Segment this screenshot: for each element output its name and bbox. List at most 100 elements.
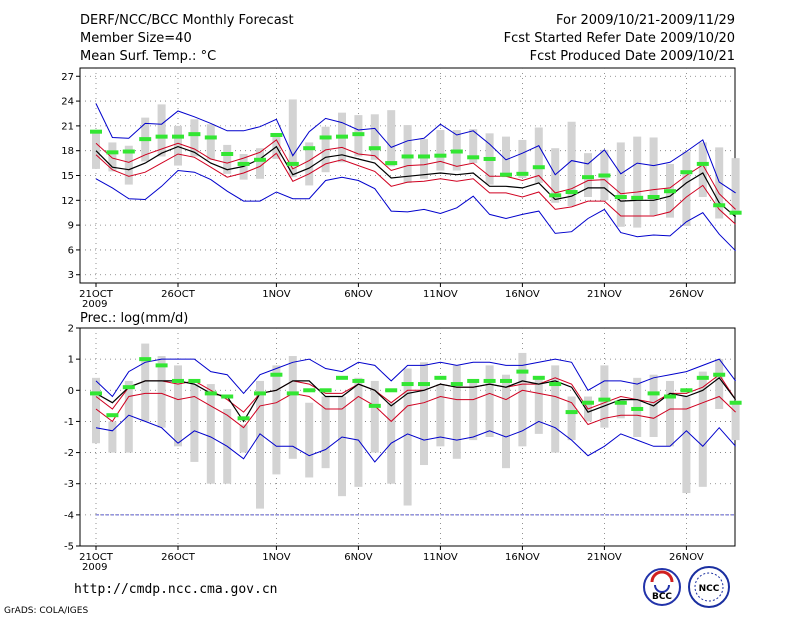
obs-marker [352, 132, 365, 137]
y-tick-label: 3 [68, 270, 74, 281]
obs-marker [598, 397, 611, 402]
x-tick-label: 21OCT [79, 552, 114, 563]
forecast-produced-date: Fcst Produced Date 2009/10/21 [530, 49, 735, 64]
ensemble-box [272, 365, 281, 475]
x-tick-label: 16NOV [505, 289, 540, 300]
obs-marker [664, 189, 676, 194]
series-max-line [95, 358, 736, 398]
obs-marker [336, 134, 348, 139]
obs-marker [467, 378, 480, 383]
obs-marker [385, 161, 398, 166]
obs-marker [188, 378, 201, 383]
x-tick-label: 21OCT [79, 289, 114, 300]
ensemble-box [436, 130, 445, 171]
ensemble-box [649, 137, 658, 216]
y-tick-label: 1 [68, 355, 74, 366]
ensemble-box [452, 365, 461, 459]
series-lower-line [95, 152, 736, 225]
obs-marker [270, 132, 283, 137]
x-year-label: 2009 [82, 299, 107, 310]
y-tick-label: 0 [68, 386, 74, 397]
ensemble-box [567, 121, 576, 207]
precipitation-panel: -5 -4 -3 -2 -1 0 1 2 21OCT 26OCT 1NOV 6NOV 11NOV 16NO… [64, 324, 742, 573]
ensemble-box [436, 384, 445, 447]
obs-marker [450, 382, 463, 387]
bcc-logo: BCC [643, 568, 681, 606]
ensemble-box [370, 114, 379, 160]
series-min-line [95, 169, 736, 252]
y-tick-label: 15 [61, 171, 74, 182]
obs-marker [90, 129, 102, 134]
obs-marker [500, 378, 512, 383]
y-tick-label: -4 [64, 510, 74, 521]
forecast-period: For 2009/10/21-2009/11/29 [556, 13, 735, 28]
x-tick-label: 21NOV [587, 552, 622, 563]
obs-marker [336, 375, 348, 380]
obs-marker [565, 410, 578, 415]
ensemble-box [124, 380, 133, 453]
ensemble-box [288, 99, 297, 178]
ensemble-box [92, 377, 100, 444]
ensemble-box [485, 365, 494, 437]
obs-marker [582, 400, 594, 405]
ncc-logo-text: NCC [699, 584, 720, 594]
obs-marker [319, 135, 332, 140]
series-min-line [95, 414, 736, 463]
obs-marker [368, 403, 381, 408]
x-tick-label: 26NOV [669, 289, 704, 300]
ensemble-box [666, 380, 674, 447]
obs-marker [122, 385, 135, 390]
ensemble-box [682, 396, 691, 494]
ensemble-box [174, 365, 182, 447]
ensemble-box [305, 402, 314, 478]
obs-marker [188, 132, 201, 137]
y-tick-label: 27 [61, 72, 74, 83]
ensemble-box [731, 402, 740, 441]
ensemble-box [534, 377, 543, 434]
y-tick-label: -2 [64, 448, 74, 459]
obs-marker [631, 406, 644, 411]
obs-marker [516, 369, 529, 374]
obs-marker [614, 195, 627, 199]
ensemble-box [206, 124, 215, 160]
ensemble-box [469, 129, 478, 164]
series-mean-line [95, 145, 736, 218]
obs-marker [368, 146, 381, 151]
obs-marker [172, 378, 184, 383]
ensemble-box [534, 127, 543, 183]
temperature-panel: 3 6 9 12 15 18 21 24 27 21OCT 26OCT 1NOV 6NOV 11NOV 16… [61, 68, 742, 310]
obs-marker [254, 391, 266, 396]
series-max-line [95, 103, 736, 194]
obs-marker [221, 152, 234, 156]
ensemble-box [420, 139, 428, 179]
obs-marker [237, 416, 250, 421]
obs-marker [352, 378, 365, 383]
ensemble-box [682, 151, 691, 226]
obs-marker [680, 170, 693, 175]
obs-marker [254, 157, 266, 162]
obs-marker [516, 171, 529, 176]
obs-marker [286, 391, 299, 396]
bcc-logo-text: BCC [652, 592, 672, 602]
obs-marker [532, 165, 545, 170]
obs-marker [172, 134, 184, 139]
obs-marker [155, 363, 168, 368]
source-url[interactable]: http://cmdp.ncc.cma.gov.cn [74, 582, 278, 597]
ensemble-box [502, 374, 510, 469]
ensemble-box [551, 365, 560, 453]
x-tick-label: 26NOV [669, 552, 704, 563]
ensemble-box [141, 343, 150, 422]
member-size: Member Size=40 [80, 31, 192, 46]
x-tick-label: 16NOV [505, 552, 540, 563]
obs-marker [565, 190, 578, 195]
ensemble-box [239, 424, 248, 453]
ensemble-box [616, 142, 625, 227]
y-tick-label: 6 [68, 245, 74, 256]
obs-marker [303, 146, 316, 151]
ensemble-box [206, 384, 215, 484]
obs-marker [385, 388, 398, 393]
obs-marker [434, 153, 447, 158]
ensemble-box [354, 377, 363, 487]
obs-marker [139, 357, 152, 362]
